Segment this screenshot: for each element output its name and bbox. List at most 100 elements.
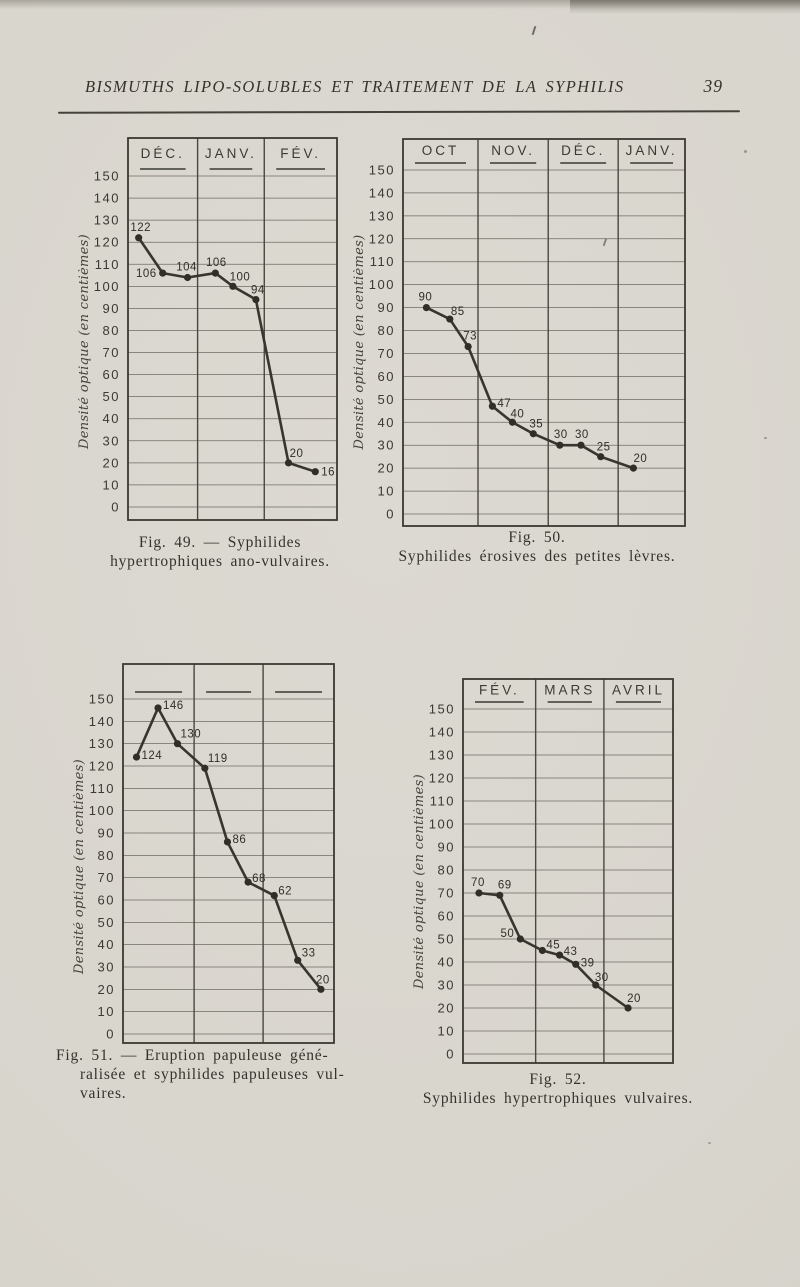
svg-text:94: 94	[251, 285, 265, 297]
svg-text:70: 70	[378, 346, 395, 361]
svg-text:68: 68	[252, 873, 266, 885]
caption-line: Syphilides érosives des petites lèvres.	[398, 548, 676, 565]
svg-text:130: 130	[180, 729, 201, 741]
svg-text:40: 40	[438, 955, 455, 970]
svg-text:110: 110	[95, 257, 120, 272]
svg-text:50: 50	[98, 915, 115, 930]
scan-artifact	[764, 437, 767, 439]
svg-text:30: 30	[575, 429, 589, 441]
svg-text:120: 120	[94, 235, 120, 250]
svg-text:AVRIL: AVRIL	[612, 683, 665, 698]
svg-text:62: 62	[278, 886, 292, 898]
svg-text:20: 20	[98, 982, 115, 997]
svg-text:45: 45	[546, 940, 560, 952]
svg-text:DÉC.: DÉC.	[141, 146, 185, 161]
scan-artifact	[708, 1142, 711, 1144]
svg-text:30: 30	[554, 429, 568, 441]
svg-text:20: 20	[633, 453, 647, 465]
svg-text:50: 50	[103, 389, 120, 404]
svg-text:60: 60	[438, 909, 455, 924]
svg-text:0: 0	[111, 500, 120, 515]
svg-text:130: 130	[94, 213, 120, 228]
svg-text:106: 106	[206, 257, 227, 269]
svg-text:90: 90	[438, 840, 455, 855]
svg-text:20: 20	[627, 993, 641, 1005]
caption-line: hypertrophiques ano-vulvaires.	[110, 553, 330, 570]
svg-text:100: 100	[89, 803, 115, 818]
svg-text:130: 130	[429, 748, 455, 763]
svg-text:20: 20	[316, 974, 330, 986]
caption-line: Fig. 49. — Syphilides	[138, 534, 302, 551]
svg-text:JANV.: JANV.	[626, 143, 678, 158]
svg-text:73: 73	[463, 331, 477, 343]
svg-text:86: 86	[232, 834, 246, 846]
svg-text:Densité optique (en centièmes): Densité optique (en centièmes)	[73, 759, 87, 975]
svg-text:16: 16	[321, 467, 335, 479]
figure-49: 0 10 20 30 40 50 60 70 80 90 100 110 120 130 140 150 DÉC…	[77, 137, 343, 526]
svg-text:30: 30	[98, 960, 115, 975]
svg-text:110: 110	[370, 254, 395, 269]
svg-text:20: 20	[378, 461, 395, 476]
svg-text:NOV.: NOV.	[491, 143, 535, 158]
caption-line: Syphilides hypertrophiques vulvaires.	[422, 1090, 694, 1107]
svg-text:140: 140	[89, 714, 115, 729]
svg-text:43: 43	[564, 946, 578, 958]
caption-line: ralisée et syphilides papuleuses vul-	[80, 1066, 345, 1083]
svg-text:80: 80	[378, 323, 395, 338]
figure-51-caption: Fig. 51. — Eruption papuleuse géné- rali…	[56, 1046, 374, 1103]
svg-text:140: 140	[94, 191, 120, 206]
chart-fig-51: 0 10 20 30 40 50 60 70 80 90 100 110 120 130 140 150 124…	[72, 663, 335, 1044]
svg-text:110: 110	[90, 781, 115, 796]
figure-51: 0 10 20 30 40 50 60 70 80 90 100 110 120 130 140 150 124…	[72, 663, 340, 1049]
caption-line: Fig. 52.	[529, 1071, 587, 1088]
svg-text:130: 130	[369, 208, 395, 223]
svg-text:50: 50	[501, 928, 515, 940]
svg-text:150: 150	[89, 692, 115, 707]
svg-text:85: 85	[451, 306, 465, 318]
svg-text:33: 33	[302, 947, 316, 959]
svg-text:90: 90	[378, 300, 395, 315]
svg-text:10: 10	[103, 477, 120, 492]
svg-text:90: 90	[98, 826, 115, 841]
svg-text:25: 25	[597, 442, 611, 454]
svg-text:30: 30	[378, 438, 395, 453]
svg-text:30: 30	[103, 433, 120, 448]
caption-line: vaires.	[80, 1085, 127, 1102]
page-header: BISMUTHS LIPO-SOLUBLES ET TRAITEMENT DE …	[85, 76, 723, 97]
svg-text:FÉV.: FÉV.	[280, 146, 321, 161]
svg-text:140: 140	[369, 185, 395, 200]
svg-text:40: 40	[98, 937, 115, 952]
svg-text:100: 100	[369, 277, 395, 292]
svg-text:150: 150	[94, 169, 120, 184]
svg-text:150: 150	[429, 702, 455, 717]
svg-text:80: 80	[98, 848, 115, 863]
svg-text:47: 47	[497, 398, 511, 410]
svg-text:50: 50	[378, 392, 395, 407]
figure-50: 0 10 20 30 40 50 60 70 80 90 100 110 120 130 140 150 OCT…	[352, 138, 691, 532]
svg-text:40: 40	[378, 415, 395, 430]
svg-text:0: 0	[106, 1027, 115, 1042]
svg-text:70: 70	[103, 345, 120, 360]
svg-text:120: 120	[429, 771, 455, 786]
svg-text:60: 60	[103, 367, 120, 382]
svg-text:35: 35	[529, 419, 543, 431]
svg-text:10: 10	[438, 1024, 455, 1039]
page-header-title: BISMUTHS LIPO-SOLUBLES ET TRAITEMENT DE …	[85, 77, 625, 96]
svg-text:140: 140	[429, 725, 455, 740]
svg-text:40: 40	[511, 408, 525, 420]
svg-text:60: 60	[378, 369, 395, 384]
svg-text:150: 150	[369, 163, 395, 178]
svg-text:39: 39	[581, 957, 595, 969]
svg-text:20: 20	[438, 1001, 455, 1016]
svg-text:70: 70	[98, 870, 115, 885]
svg-text:80: 80	[103, 323, 120, 338]
svg-text:100: 100	[94, 279, 120, 294]
svg-text:110: 110	[430, 794, 455, 809]
svg-text:Densité optique (en centièmes): Densité optique (en centièmes)	[78, 234, 92, 450]
svg-text:FÉV.: FÉV.	[479, 683, 520, 698]
figure-52-caption: Fig. 52. Syphilides hypertrophiques vulv…	[396, 1070, 720, 1108]
svg-text:119: 119	[208, 753, 228, 765]
caption-line: Fig. 51. — Eruption papuleuse géné-	[56, 1047, 329, 1064]
scan-artifact	[744, 150, 747, 153]
